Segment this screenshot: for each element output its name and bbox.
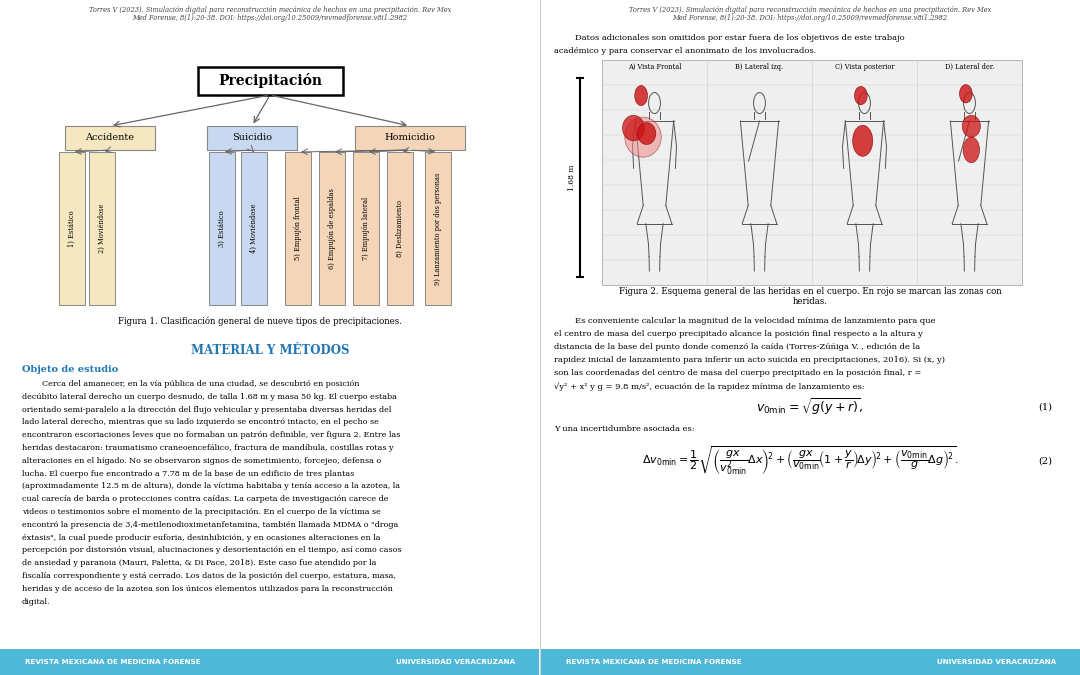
Text: Accidente: Accidente xyxy=(85,134,135,142)
Text: Y una incertidumbre asociada es:: Y una incertidumbre asociada es: xyxy=(554,425,694,433)
Ellipse shape xyxy=(854,86,867,105)
Ellipse shape xyxy=(625,117,661,157)
Text: 8) Deslizamiento: 8) Deslizamiento xyxy=(396,200,404,257)
Text: heridas.: heridas. xyxy=(793,298,827,306)
FancyBboxPatch shape xyxy=(59,152,85,305)
FancyBboxPatch shape xyxy=(541,649,1080,675)
Text: Med Forense, 8(1):20-38. DOI: https://doi.org/10.25009/revmedforense.v8i1.2982: Med Forense, 8(1):20-38. DOI: https://do… xyxy=(673,14,947,22)
FancyBboxPatch shape xyxy=(319,152,345,305)
Text: heridas y de acceso de la azotea son los únicos elementos utilizados para la rec: heridas y de acceso de la azotea son los… xyxy=(22,585,393,593)
FancyBboxPatch shape xyxy=(0,649,539,675)
FancyBboxPatch shape xyxy=(65,126,156,150)
Text: Objeto de estudio: Objeto de estudio xyxy=(22,364,118,373)
FancyBboxPatch shape xyxy=(285,152,311,305)
Text: videos o testimonios sobre el momento de la precipitación. En el cuerpo de la ví: videos o testimonios sobre el momento de… xyxy=(22,508,381,516)
Text: Homicidio: Homicidio xyxy=(384,134,435,142)
Text: éxtasis", la cual puede producir euforia, desinhibición, y en ocasiones alteraci: éxtasis", la cual puede producir euforia… xyxy=(22,534,380,541)
FancyBboxPatch shape xyxy=(387,152,413,305)
Ellipse shape xyxy=(635,86,648,105)
Text: Figura 1. Clasificación general de nueve tipos de precipitaciones.: Figura 1. Clasificación general de nueve… xyxy=(118,317,402,327)
Text: 5) Empujón frontal: 5) Empujón frontal xyxy=(294,196,302,261)
Text: 9) Lanzamiento por dos personas: 9) Lanzamiento por dos personas xyxy=(434,172,442,285)
Text: 1) Estático: 1) Estático xyxy=(68,210,76,247)
Text: (2): (2) xyxy=(1038,456,1052,466)
FancyBboxPatch shape xyxy=(353,152,379,305)
Text: heridas destacaron: traumatismo craneoencefálico, fractura de mandíbula, costill: heridas destacaron: traumatismo craneoen… xyxy=(22,444,393,452)
Text: √y² + x² y g = 9.8 m/s², ecuación de la rapidez mínima de lanzamiento es:: √y² + x² y g = 9.8 m/s², ecuación de la … xyxy=(554,382,865,391)
Ellipse shape xyxy=(852,126,873,157)
Text: encontraron escoriaciones leves que no formaban un patrón definible, ver figura : encontraron escoriaciones leves que no f… xyxy=(22,431,401,439)
FancyBboxPatch shape xyxy=(241,152,267,305)
Text: lucha. El cuerpo fue encontrado a 7.78 m de la base de un edificio de tres plant: lucha. El cuerpo fue encontrado a 7.78 m… xyxy=(22,470,354,478)
Text: lado lateral derecho, mientras que su lado izquierdo se encontró intacto, en el : lado lateral derecho, mientras que su la… xyxy=(22,418,379,427)
Text: REVISTA MEXICANA DE MEDICINA FORENSE: REVISTA MEXICANA DE MEDICINA FORENSE xyxy=(566,659,742,665)
Text: percepción por distorsión visual, alucinaciones y desorientación en el tiempo, a: percepción por distorsión visual, alucin… xyxy=(22,546,402,554)
Text: Torres V (2023). Simulación digital para reconstrucción mecánica de hechos en un: Torres V (2023). Simulación digital para… xyxy=(89,6,451,14)
Text: Torres V (2023). Simulación digital para reconstrucción mecánica de hechos en un: Torres V (2023). Simulación digital para… xyxy=(629,6,991,14)
Text: académico y para conservar el anonimato de los involucrados.: académico y para conservar el anonimato … xyxy=(554,47,816,55)
Text: el centro de masa del cuerpo precipitado alcance la posición final respecto a la: el centro de masa del cuerpo precipitado… xyxy=(554,330,923,338)
Text: Precipitación: Precipitación xyxy=(218,74,322,88)
FancyBboxPatch shape xyxy=(426,152,451,305)
Text: 2) Moviéndose: 2) Moviéndose xyxy=(98,204,106,253)
Text: 4) Moviéndose: 4) Moviéndose xyxy=(249,204,258,253)
Text: D) Lateral der.: D) Lateral der. xyxy=(945,63,995,71)
FancyBboxPatch shape xyxy=(198,67,342,95)
Text: Cerca del amanecer, en la vía pública de una ciudad, se descubrió en posición: Cerca del amanecer, en la vía pública de… xyxy=(22,380,360,388)
Ellipse shape xyxy=(637,123,656,144)
Text: Figura 2. Esquema general de las heridas en el cuerpo. En rojo se marcan las zon: Figura 2. Esquema general de las heridas… xyxy=(619,288,1001,296)
Text: $\Delta v_{0\mathrm{min}} = \dfrac{1}{2}\sqrt{\left(\dfrac{gx}{v_{0\mathrm{min}}: $\Delta v_{0\mathrm{min}} = \dfrac{1}{2}… xyxy=(642,445,958,477)
Ellipse shape xyxy=(963,137,980,163)
Text: REVISTA MEXICANA DE MEDICINA FORENSE: REVISTA MEXICANA DE MEDICINA FORENSE xyxy=(25,659,201,665)
Text: A) Vista Frontal: A) Vista Frontal xyxy=(627,63,681,71)
Text: Datos adicionales son omitidos por estar fuera de los objetivos de este trabajo: Datos adicionales son omitidos por estar… xyxy=(554,34,905,42)
Text: 6) Empujón de espaldas: 6) Empujón de espaldas xyxy=(328,188,336,269)
FancyBboxPatch shape xyxy=(602,60,1022,285)
Text: B) Lateral izq.: B) Lateral izq. xyxy=(735,63,784,71)
FancyBboxPatch shape xyxy=(210,152,235,305)
Text: cual carecía de barda o protecciones contra caídas. La carpeta de investigación : cual carecía de barda o protecciones con… xyxy=(22,495,389,503)
Text: UNIVERSIDAD VERACRUZANA: UNIVERSIDAD VERACRUZANA xyxy=(395,659,515,665)
Text: distancia de la base del punto donde comenzó la caída (Torres-Zúñiga V. , edició: distancia de la base del punto donde com… xyxy=(554,343,920,351)
Ellipse shape xyxy=(622,115,645,141)
Text: Suicidio: Suicidio xyxy=(232,134,272,142)
Text: 7) Empujón lateral: 7) Empujón lateral xyxy=(362,197,370,260)
Text: UNIVERSIDAD VERACRUZANA: UNIVERSIDAD VERACRUZANA xyxy=(936,659,1056,665)
Text: son las coordenadas del centro de masa del cuerpo precipitado en la posición fin: son las coordenadas del centro de masa d… xyxy=(554,369,921,377)
Text: alteraciones en el hígado. No se observaron signos de sometimiento, forcejeo, de: alteraciones en el hígado. No se observa… xyxy=(22,457,381,465)
Text: 1.68 m: 1.68 m xyxy=(568,164,576,191)
Text: decúbito lateral derecho un cuerpo desnudo, de talla 1.68 m y masa 50 kg. El cue: decúbito lateral derecho un cuerpo desnu… xyxy=(22,393,396,401)
Text: encontró la presencia de 3,4-metilenodioximetanfetamina, también llamada MDMA o : encontró la presencia de 3,4-metilenodio… xyxy=(22,521,399,529)
Text: orientado semi-paralelo a la dirección del flujo vehicular y presentaba diversas: orientado semi-paralelo a la dirección d… xyxy=(22,406,391,414)
Text: de ansiedad y paranoia (Mauri, Paletta, & Di Pace, 2018). Este caso fue atendido: de ansiedad y paranoia (Mauri, Paletta, … xyxy=(22,559,376,567)
Ellipse shape xyxy=(959,84,972,103)
Text: 3) Estático: 3) Estático xyxy=(218,210,226,247)
Text: $v_{0\mathrm{min}} = \sqrt{g(y + r)},$: $v_{0\mathrm{min}} = \sqrt{g(y + r)},$ xyxy=(756,397,864,417)
FancyBboxPatch shape xyxy=(355,126,465,150)
Text: Es conveniente calcular la magnitud de la velocidad mínima de lanzamiento para q: Es conveniente calcular la magnitud de l… xyxy=(554,317,935,325)
Text: rapidez inicial de lanzamiento para inferir un acto suicida en precipitaciones, : rapidez inicial de lanzamiento para infe… xyxy=(554,356,945,364)
Text: (aproximadamente 12.5 m de altura), donde la víctima habitaba y tenía acceso a l: (aproximadamente 12.5 m de altura), dond… xyxy=(22,483,400,491)
Text: fiscalía correspondiente y está cerrado. Los datos de la posición del cuerpo, es: fiscalía correspondiente y está cerrado.… xyxy=(22,572,396,580)
FancyBboxPatch shape xyxy=(207,126,297,150)
Text: digital.: digital. xyxy=(22,597,51,605)
Text: MATERIAL Y MÉTODOS: MATERIAL Y MÉTODOS xyxy=(191,344,349,356)
Ellipse shape xyxy=(962,115,981,137)
Text: Med Forense, 8(1):20-38. DOI: https://doi.org/10.25009/revmedforense.v8i1.2982: Med Forense, 8(1):20-38. DOI: https://do… xyxy=(133,14,407,22)
Text: (1): (1) xyxy=(1038,402,1052,412)
Text: C) Vista posterior: C) Vista posterior xyxy=(835,63,894,71)
FancyBboxPatch shape xyxy=(89,152,114,305)
